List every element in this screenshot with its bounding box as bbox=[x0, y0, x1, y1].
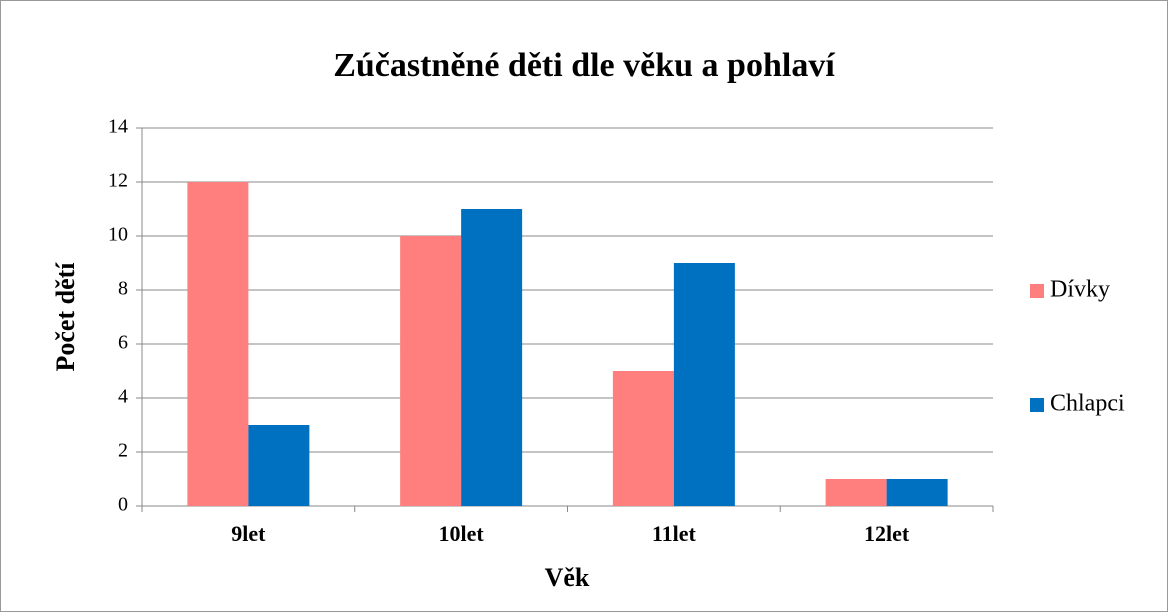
bar bbox=[825, 479, 887, 506]
legend-swatch bbox=[1030, 284, 1044, 298]
bar bbox=[673, 263, 735, 506]
y-tick-label: 12 bbox=[108, 170, 128, 192]
bar bbox=[248, 425, 310, 506]
legend-label: Dívky bbox=[1050, 277, 1110, 303]
x-tick-label: 9let bbox=[231, 521, 266, 546]
bar bbox=[886, 479, 948, 506]
chart-title: Zúčastněné děti dle věku a pohlaví bbox=[333, 47, 835, 84]
legend-label: Chlapci bbox=[1050, 391, 1125, 417]
x-tick-label: 11let bbox=[652, 521, 697, 546]
x-axis-label: Věk bbox=[545, 563, 590, 592]
bar bbox=[612, 371, 674, 506]
y-tick-label: 14 bbox=[108, 116, 128, 138]
y-tick-label: 4 bbox=[118, 386, 128, 408]
x-tick-label: 10let bbox=[439, 521, 485, 546]
bar bbox=[187, 182, 249, 506]
y-tick-label: 8 bbox=[118, 278, 128, 300]
bar bbox=[400, 236, 462, 506]
y-axis-label: Počet dětí bbox=[51, 262, 80, 372]
y-tick-label: 10 bbox=[108, 224, 128, 246]
y-tick-label: 6 bbox=[118, 332, 128, 354]
y-tick-label: 2 bbox=[118, 440, 128, 462]
y-tick-label: 0 bbox=[118, 494, 128, 516]
legend-swatch bbox=[1030, 398, 1044, 412]
bar bbox=[461, 209, 523, 506]
x-tick-label: 12let bbox=[864, 521, 910, 546]
